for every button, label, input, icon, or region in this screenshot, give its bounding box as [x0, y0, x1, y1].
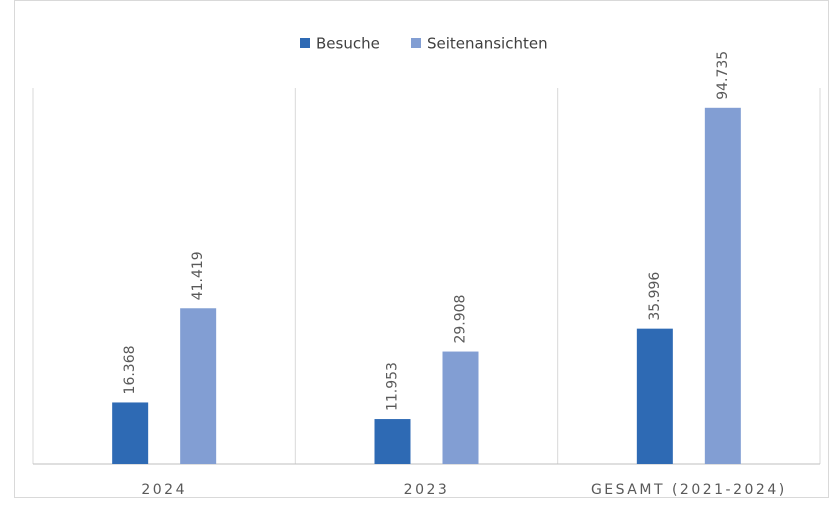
data-label: 94.735	[715, 51, 731, 100]
bar	[112, 402, 149, 464]
bar	[180, 308, 217, 464]
bar	[442, 351, 479, 464]
x-tick-label: GESAMT (2021-2024)	[591, 482, 787, 498]
bar	[636, 328, 673, 464]
legend-swatch	[411, 38, 421, 48]
legend-label: Besuche	[316, 35, 380, 53]
data-label: 41.419	[190, 251, 206, 300]
data-label: 16.368	[122, 345, 138, 394]
legend-label: Seitenansichten	[427, 35, 548, 53]
x-tick-label: 2023	[404, 482, 450, 498]
legend-swatch	[300, 38, 310, 48]
bar	[704, 107, 741, 465]
data-label: 29.908	[453, 295, 469, 344]
data-label: 11.953	[385, 362, 401, 411]
bar	[374, 419, 411, 464]
x-tick-label: 2024	[141, 482, 187, 498]
data-label: 35.996	[647, 272, 663, 321]
chart-frame	[14, 0, 829, 498]
